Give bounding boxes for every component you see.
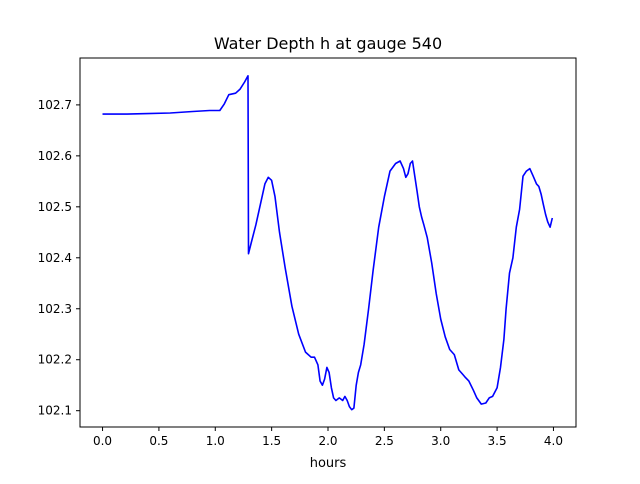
x-tick-label: 1.0 xyxy=(206,434,225,448)
chart-title: Water Depth h at gauge 540 xyxy=(214,34,442,53)
series-layer xyxy=(102,75,554,411)
x-tick-label: 2.5 xyxy=(375,434,394,448)
x-tick-label: 0.0 xyxy=(93,434,112,448)
y-tick-label: 102.2 xyxy=(38,353,72,367)
x-axis: 0.0 0.5 1.0 1.5 2.0 2.5 3.0 3.5 4.0 xyxy=(93,427,563,448)
x-tick-label: 2.0 xyxy=(318,434,337,448)
x-tick-label: 4.0 xyxy=(544,434,563,448)
y-axis: 102.1 102.2 102.3 102.4 102.5 102.6 102.7 xyxy=(38,98,80,418)
y-tick-label: 102.4 xyxy=(38,251,72,265)
x-tick-label: 3.0 xyxy=(431,434,450,448)
y-tick-label: 102.7 xyxy=(38,98,72,112)
y-tick-label: 102.6 xyxy=(38,149,72,163)
x-tick-label: 3.5 xyxy=(488,434,507,448)
x-tick-label: 0.5 xyxy=(149,434,168,448)
x-axis-label: hours xyxy=(310,456,347,471)
y-tick-label: 102.5 xyxy=(38,200,72,214)
y-tick-label: 102.1 xyxy=(38,404,72,418)
series-line xyxy=(102,75,554,411)
x-tick-label: 1.5 xyxy=(262,434,281,448)
y-tick-label: 102.3 xyxy=(38,302,72,316)
